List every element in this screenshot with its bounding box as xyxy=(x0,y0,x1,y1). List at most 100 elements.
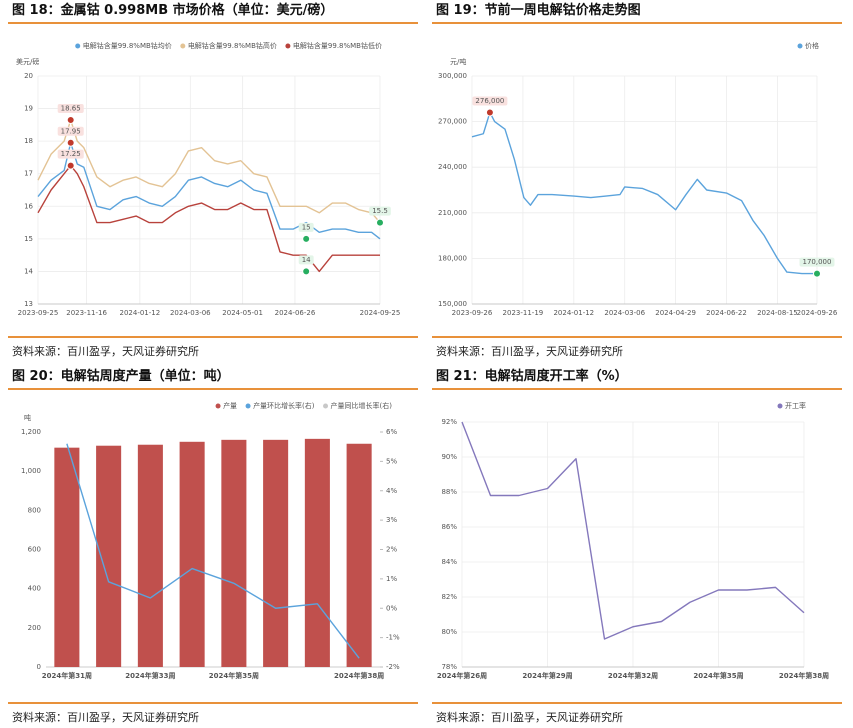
marker-label: 14 xyxy=(302,256,311,264)
bar xyxy=(304,438,330,667)
y-tick-label: 84% xyxy=(441,558,457,566)
y2-tick-label: -1% xyxy=(386,634,400,642)
y-tick-label: 13 xyxy=(24,300,33,308)
y-tick-label: 300,000 xyxy=(438,72,467,80)
x-tick-label: 2023-11-16 xyxy=(66,309,107,317)
legend-label: 产量同比增长率(右) xyxy=(331,401,393,410)
marker-label: 15.5 xyxy=(372,207,388,215)
y-tick-label: 0 xyxy=(37,663,41,671)
marker-label-bg xyxy=(369,206,391,216)
legend-swatch xyxy=(777,403,783,409)
y-tick-label: 20 xyxy=(24,72,33,80)
legend-swatch xyxy=(285,43,291,49)
y-tick-label: 78% xyxy=(441,663,457,671)
x-tick-label: 2024-08-15 xyxy=(757,309,798,317)
bar xyxy=(221,439,247,667)
y-tick-label: 92% xyxy=(441,418,457,426)
marker-pin xyxy=(302,267,311,276)
y-tick-label: 14 xyxy=(24,267,33,275)
legend-label: 价格 xyxy=(805,41,819,50)
series-line xyxy=(66,443,360,659)
x-tick-label: 2024-09-25 xyxy=(360,309,401,317)
series-line xyxy=(461,421,805,640)
y-tick-label: 150,000 xyxy=(438,300,467,308)
marker-label-bg xyxy=(57,126,84,136)
figure-title: 图 19：节前一周电解钴价格走势图 xyxy=(432,0,842,24)
marker-pin xyxy=(485,108,494,117)
marker-label-bg xyxy=(298,255,314,265)
marker-label: 17.95 xyxy=(61,127,81,135)
y-tick-label: 88% xyxy=(441,488,457,496)
source: 资料来源：百川盈孚，天风证券研究所 xyxy=(8,702,418,725)
source: 资料来源：百川盈孚，天风证券研究所 xyxy=(432,702,842,725)
x-tick-label: 2024年第33周 xyxy=(125,671,175,680)
panel: 图 21：电解钴周度开工率（%） 78% 80% 82% 84% 86% 88% 90% 92… xyxy=(432,366,842,728)
y-tick-label: 18 xyxy=(24,137,33,145)
y-tick-label: 270,000 xyxy=(438,118,467,126)
marker-pin xyxy=(302,234,311,243)
x-tick-label: 2024-09-26 xyxy=(797,309,838,317)
panel: 图 18：金属钴 0.998MB 市场价格（单位：美元/磅） 13 14 15 16 1… xyxy=(8,0,418,362)
marker-label: 18.65 xyxy=(61,104,81,112)
chart: 0 200 400 600 800 1,000 1,200 -2% -1% 0% 1% 2% 3% 4% 5… xyxy=(21,401,400,680)
legend: 电解钴含量99.8%MB钴均价 电解钴含量99.8%MB钴高价 电解钴含量99.8%… xyxy=(75,41,382,50)
series-line xyxy=(37,142,381,240)
legend-swatch xyxy=(245,403,251,409)
bar xyxy=(179,441,205,667)
legend-label: 电解钴含量99.8%MB钴低价 xyxy=(293,41,382,50)
y-tick-label: 180,000 xyxy=(438,254,467,262)
figure-title: 图 21：电解钴周度开工率（%） xyxy=(432,366,842,390)
y2-tick-label: 1% xyxy=(386,575,397,583)
x-tick-label: 2024-04-29 xyxy=(655,309,696,317)
marker-pin xyxy=(66,161,75,170)
marker-label-bg xyxy=(799,257,835,267)
marker-label: 17.25 xyxy=(61,150,81,158)
y-tick-label: 17 xyxy=(24,170,33,178)
y-tick-label: 1,000 xyxy=(21,467,41,475)
bar xyxy=(137,444,163,667)
x-tick-label: 2024-01-12 xyxy=(553,309,594,317)
y-tick-label: 90% xyxy=(441,453,457,461)
legend-swatch xyxy=(797,43,803,49)
figure-title: 图 18：金属钴 0.998MB 市场价格（单位：美元/磅） xyxy=(8,0,418,24)
y2-tick-label: 0% xyxy=(386,604,397,612)
chart: 78% 80% 82% 84% 86% 88% 90% 92% 2024年第26周 2024年第2… xyxy=(437,401,829,680)
x-tick-label: 2024-01-12 xyxy=(120,309,161,317)
marker-label-bg xyxy=(57,149,84,159)
marker-label-bg xyxy=(472,96,508,106)
legend: 开工率 xyxy=(777,401,806,410)
x-tick-label: 2024年第38周 xyxy=(334,671,384,680)
y2-tick-label: 2% xyxy=(386,546,397,554)
x-tick-label: 2024年第35周 xyxy=(209,671,259,680)
legend-label: 开工率 xyxy=(785,401,806,410)
y-tick-label: 200 xyxy=(28,624,41,632)
y-tick-label: 1,200 xyxy=(21,428,41,436)
chart: 13 14 15 16 17 18 19 20 2023-09-25 2023-11-16 2024… xyxy=(16,41,401,317)
x-tick-label: 2024-06-22 xyxy=(706,309,747,317)
marker-label: 15 xyxy=(302,223,311,231)
series-line xyxy=(37,164,380,273)
marker-pin xyxy=(66,138,75,147)
legend-label: 产量环比增长率(右) xyxy=(253,401,315,410)
y-tick-label: 240,000 xyxy=(438,163,467,171)
legend-swatch xyxy=(180,43,186,49)
x-tick-label: 2024-05-01 xyxy=(222,309,263,317)
bar xyxy=(346,443,372,667)
series-line xyxy=(37,119,381,224)
panel: 图 19：节前一周电解钴价格走势图 150,000 180,000 210,000 2… xyxy=(432,0,842,362)
x-tick-label: 2024年第32周 xyxy=(608,671,658,680)
x-tick-label: 2024-03-06 xyxy=(170,309,211,317)
y-tick-label: 16 xyxy=(24,202,33,210)
y-axis-label: 美元/磅 xyxy=(16,57,39,66)
x-tick-label: 2024年第38周 xyxy=(779,671,829,680)
y-tick-label: 19 xyxy=(24,105,33,113)
legend-label: 电解钴含量99.8%MB钴高价 xyxy=(188,41,277,50)
y2-tick-label: 3% xyxy=(386,516,397,524)
x-tick-label: 2024-06-26 xyxy=(275,309,316,317)
y2-tick-label: 5% xyxy=(386,457,397,465)
y-axis-label: 元/吨 xyxy=(450,57,466,66)
marker-label: 276,000 xyxy=(475,97,504,105)
figure-title: 图 20：电解钴周度产量（单位：吨） xyxy=(8,366,418,390)
legend-swatch xyxy=(215,403,221,409)
